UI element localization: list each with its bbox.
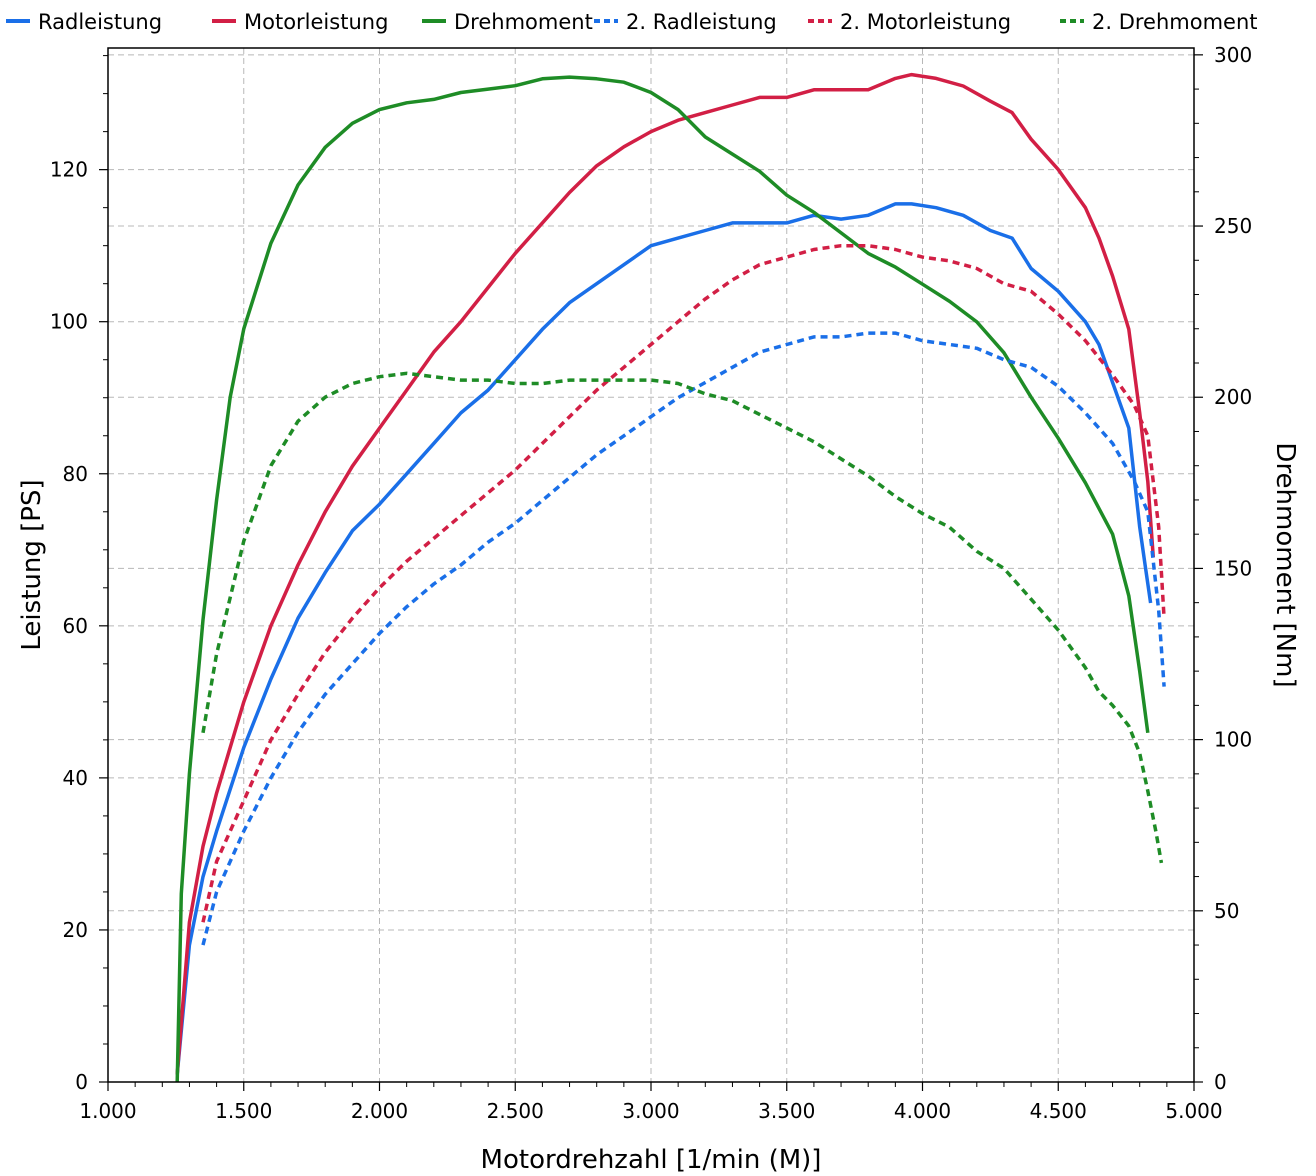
legend-label: 2. Radleistung xyxy=(626,10,777,34)
legend-label: Motorleistung xyxy=(244,10,388,34)
x-axis-ticks: 1.000 1.500 2.000 2.500 3.000 3.500 4.000 4.500… xyxy=(79,1082,1223,1123)
x-tick-label: 1.500 xyxy=(215,1099,272,1123)
y2-tick-label: 200 xyxy=(1214,385,1252,409)
legend: Radleistung Motorleistung Drehmoment 2. Rad… xyxy=(6,10,1258,34)
y-tick-label: 100 xyxy=(50,310,88,334)
legend-label: 2. Drehmoment xyxy=(1092,10,1258,34)
series-line-2-drehmoment xyxy=(201,371,1164,864)
x-tick-label: 3.000 xyxy=(622,1099,679,1123)
x-tick-label: 4.500 xyxy=(1030,1099,1087,1123)
x-tick-label: 2.500 xyxy=(487,1099,544,1123)
y-tick-label: 20 xyxy=(63,918,88,942)
y-tick-label: 80 xyxy=(63,462,88,486)
y-axis-title: Leistung [PS] xyxy=(17,479,47,650)
series-line-motorleistung xyxy=(175,72,1156,1075)
y2-tick-label: 50 xyxy=(1214,899,1239,923)
series-line-radleistung xyxy=(175,202,1153,1075)
y-tick-label: 60 xyxy=(63,614,88,638)
plot-lines xyxy=(175,72,1166,1083)
y-axis-ticks: 0 20 40 60 80 100 120 xyxy=(50,55,108,1094)
x-tick-label: 4.000 xyxy=(894,1099,951,1123)
y-tick-label: 40 xyxy=(63,766,88,790)
legend-label: 2. Motorleistung xyxy=(840,10,1011,34)
y2-axis-ticks: 0 50 100 150 200 250 300 xyxy=(1194,43,1252,1094)
y2-axis-title: Drehmoment [Nm] xyxy=(1270,442,1300,687)
x-axis-title: Motordrehzahl [1/min (M)] xyxy=(481,1145,822,1175)
y2-tick-label: 0 xyxy=(1214,1070,1227,1094)
series-line-2-motorleistung xyxy=(201,243,1166,923)
grid xyxy=(108,48,1194,1082)
x-tick-label: 1.000 xyxy=(79,1099,136,1123)
y-tick-label: 0 xyxy=(75,1070,88,1094)
y2-tick-label: 150 xyxy=(1214,556,1252,580)
series-line-drehmoment xyxy=(175,75,1150,1083)
y2-tick-label: 250 xyxy=(1214,214,1252,238)
legend-label: Drehmoment xyxy=(454,10,593,34)
x-tick-label: 5.000 xyxy=(1165,1099,1222,1123)
x-tick-label: 3.500 xyxy=(758,1099,815,1123)
series-line-2-radleistung xyxy=(201,331,1166,946)
y2-tick-label: 300 xyxy=(1214,43,1252,67)
legend-label: Radleistung xyxy=(38,10,162,34)
y2-tick-label: 100 xyxy=(1214,728,1252,752)
y-tick-label: 120 xyxy=(50,158,88,182)
x-tick-label: 2.000 xyxy=(351,1099,408,1123)
